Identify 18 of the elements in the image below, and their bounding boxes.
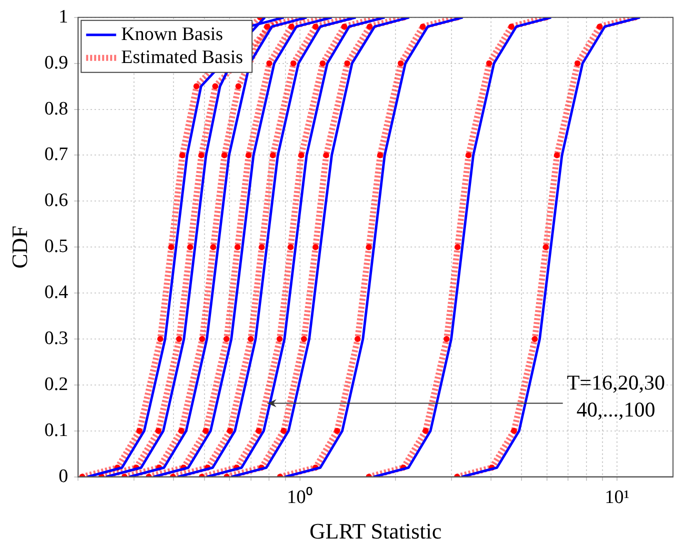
y-tick-label: 0.8: [44, 98, 68, 120]
y-tick-label: 0.3: [44, 328, 68, 349]
y-tick-label: 0: [58, 466, 68, 487]
annotation: T=16,20,30 40,...,100: [566, 370, 665, 422]
x-axis-title: GLRT Statistic: [310, 518, 442, 544]
legend-label: Known Basis: [121, 24, 224, 45]
x-tick-label: 10⁰: [286, 486, 313, 508]
y-tick-label: 0.7: [44, 144, 68, 166]
y-tick-label: 0.5: [44, 236, 68, 258]
y-tick-label: 0.9: [44, 52, 68, 74]
y-axis-title: CDF: [6, 226, 32, 268]
y-tick-label: 0.6: [44, 190, 68, 212]
y-tick-label: 0.4: [44, 282, 69, 304]
y-tick-label: 0.1: [44, 420, 68, 441]
y-tick-label: 1: [58, 6, 68, 28]
y-tick-label: 0.2: [44, 374, 68, 395]
x-tick-label: 10¹: [604, 487, 630, 508]
legend-label: Estimated Basis: [121, 46, 244, 68]
